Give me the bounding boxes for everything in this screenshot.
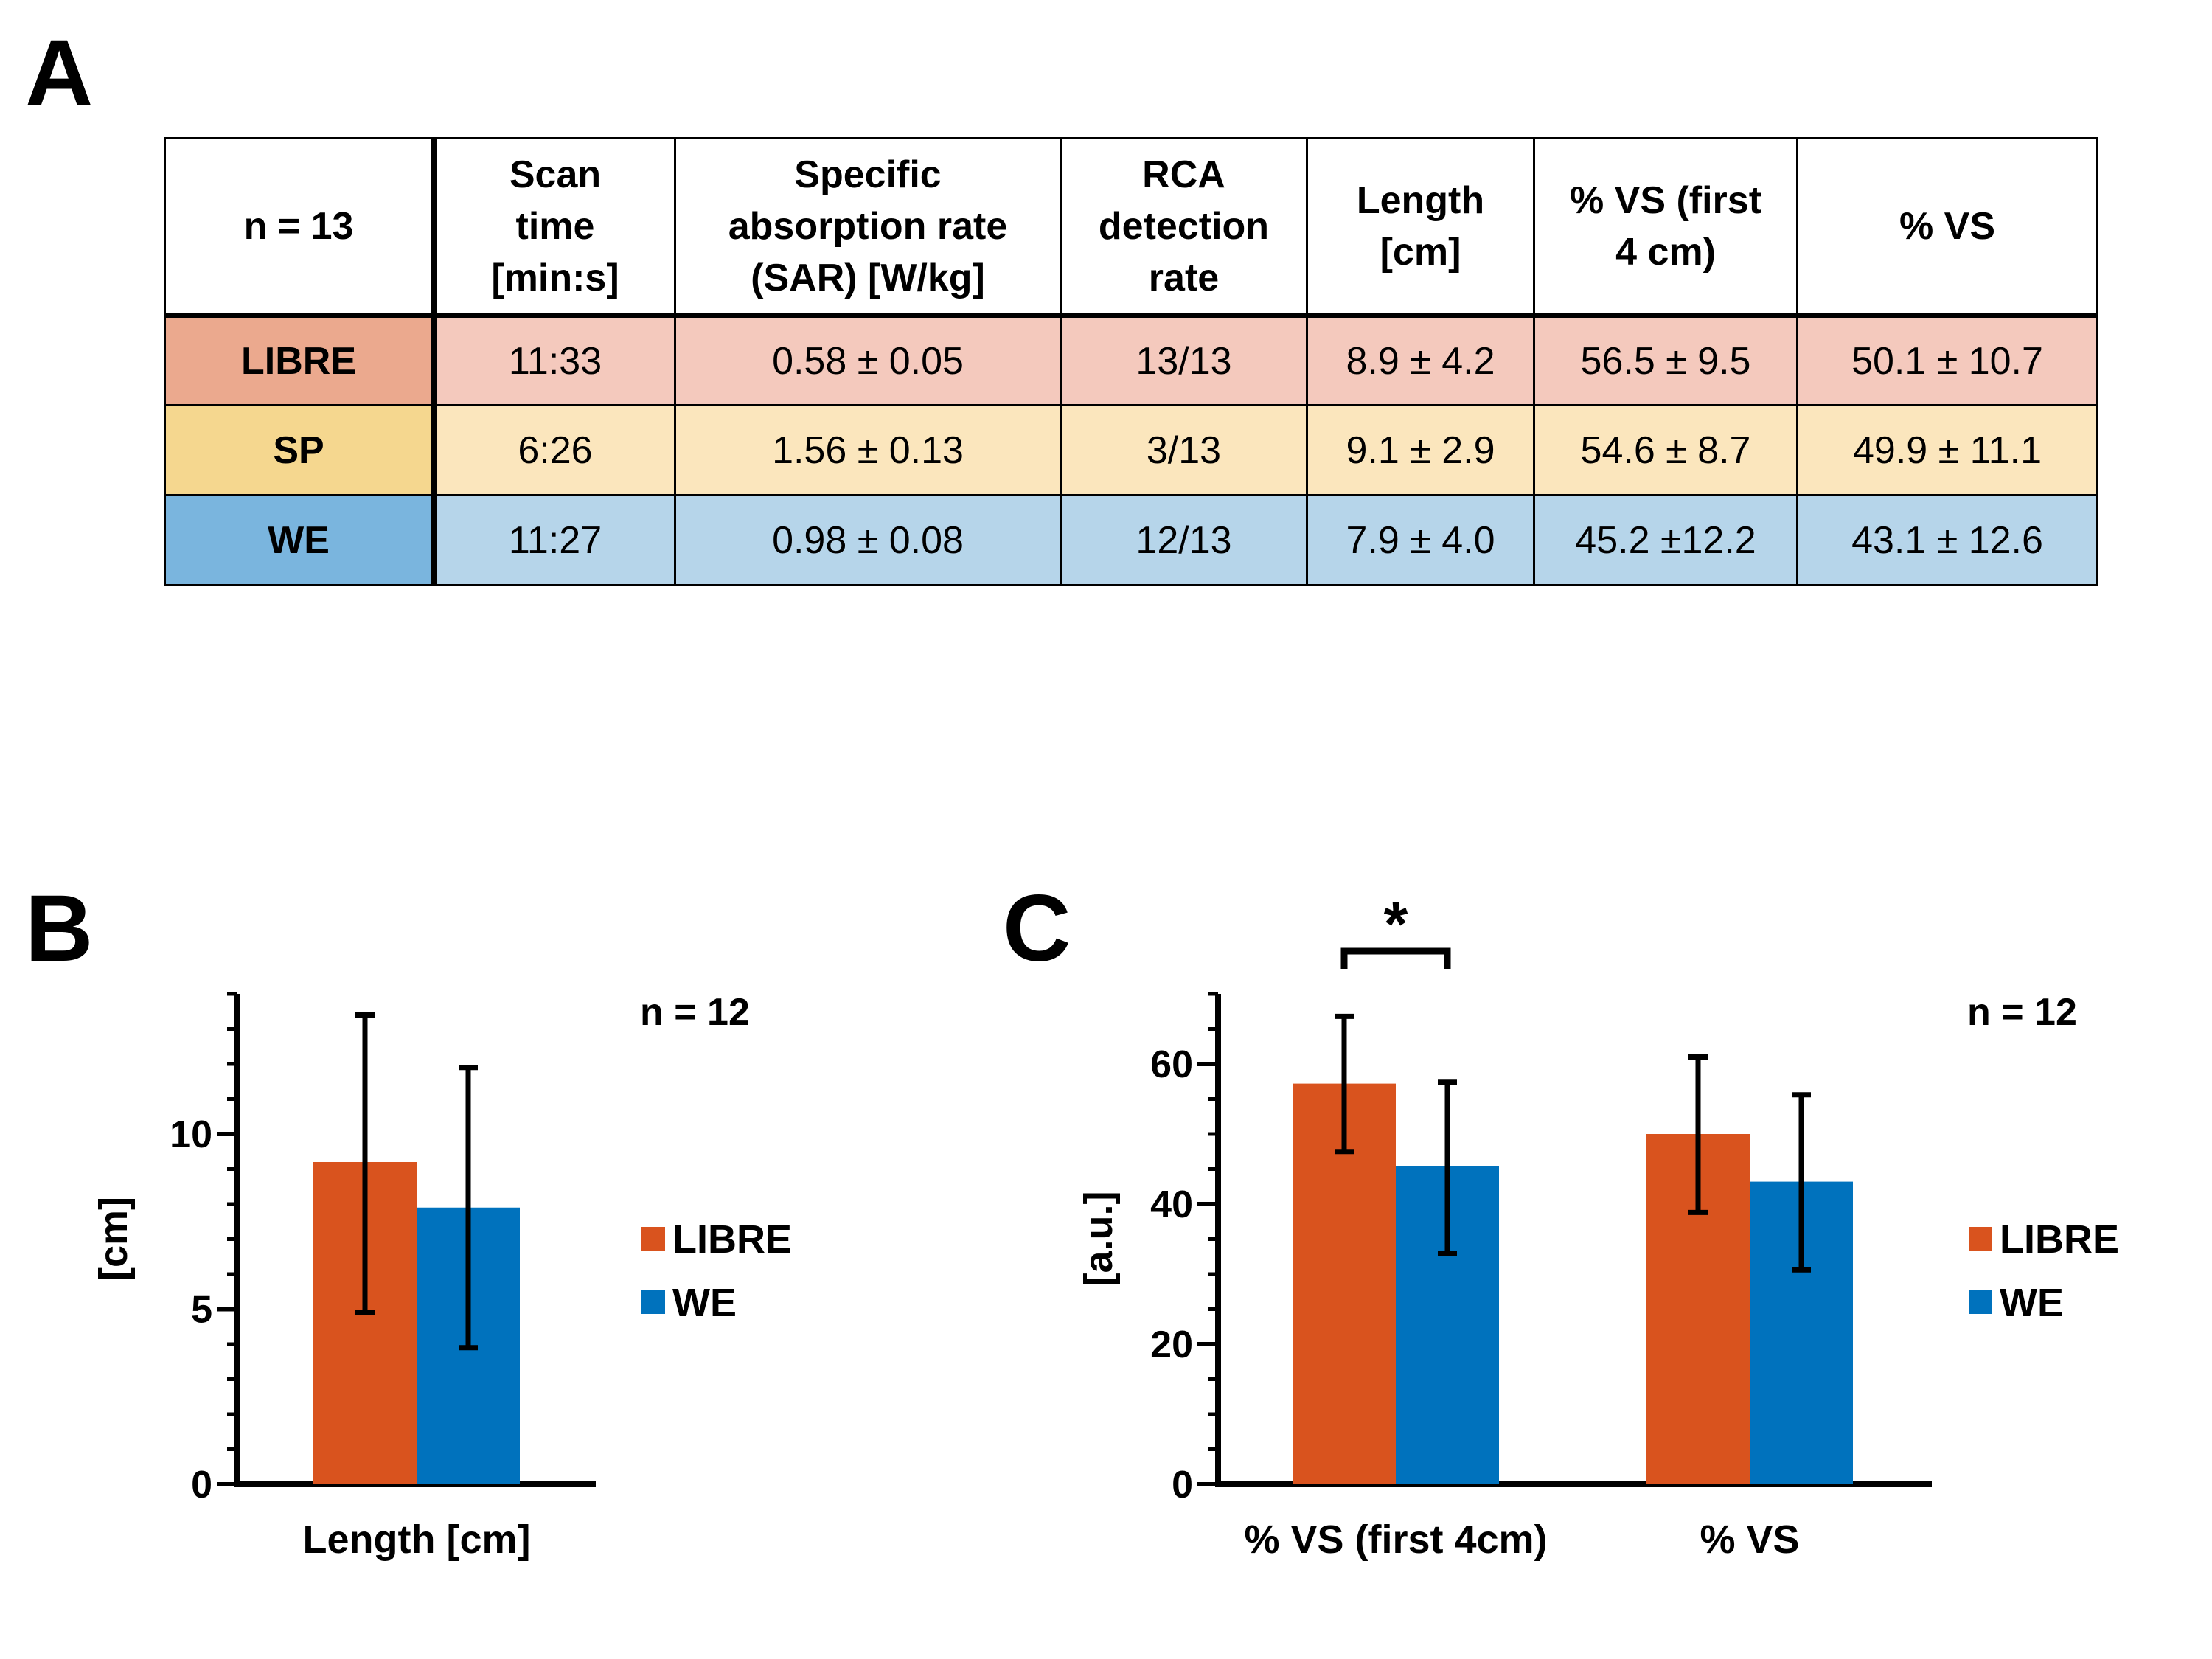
header-sar: Specific absorption rate (SAR) [W/kg] [674, 137, 1062, 318]
results-table: n = 13 Scan time [min:s] Specific absorptio… [164, 137, 2098, 586]
y-tick-label: 40 [1150, 1183, 1193, 1226]
table-cell: 50.1 ± 10.7 [1796, 314, 2098, 406]
table-row-we: WE 11:27 0.98 ± 0.08 12/13 7.9 ± 4.0 45.… [164, 494, 2098, 586]
chart-c: 0 20 40 60 [a.u.] % VS (first 4cm) % VS LIBRE WE… [1077, 889, 2119, 1562]
legend-swatch-we [641, 1290, 665, 1314]
legend-label-libre: LIBRE [2000, 1217, 2119, 1262]
y-axis-title: [a.u.] [1077, 1192, 1121, 1287]
row-label-libre: LIBRE [164, 314, 437, 406]
table-cell: 11:33 [433, 314, 676, 406]
y-tick-label: 60 [1150, 1043, 1193, 1086]
table-row-sp: SP 6:26 1.56 ± 0.13 3/13 9.1 ± 2.9 54.6 … [164, 404, 2098, 496]
row-label-sp: SP [164, 404, 437, 496]
table-cell: 3/13 [1060, 404, 1308, 496]
table-cell: 9.1 ± 2.9 [1306, 404, 1535, 496]
y-tick-label: 10 [170, 1113, 212, 1156]
panel-label-c: C [1003, 876, 1071, 981]
significance-bracket [1340, 947, 1451, 969]
table-row-libre: LIBRE 11:33 0.58 ± 0.05 13/13 8.9 ± 4.2 … [164, 314, 2098, 406]
table-cell: 8.9 ± 4.2 [1306, 314, 1535, 406]
y-axis-title: [cm] [91, 1197, 136, 1281]
n-annotation: n = 12 [1967, 991, 2077, 1034]
table-cell: 1.56 ± 0.13 [674, 404, 1062, 496]
legend-swatch-libre [641, 1227, 665, 1251]
table-cell: 6:26 [433, 404, 676, 496]
table-header-row: n = 13 Scan time [min:s] Specific absorptio… [164, 137, 2098, 318]
n-annotation: n = 12 [640, 991, 750, 1034]
legend-swatch-libre [1969, 1227, 1992, 1251]
table-cell: 7.9 ± 4.0 [1306, 494, 1535, 586]
panel-label-a: A [25, 21, 94, 126]
y-tick-label: 20 [1150, 1324, 1193, 1366]
row-label-we: WE [164, 494, 437, 586]
header-vs-first: % VS (first 4 cm) [1533, 137, 1798, 318]
y-tick-label: 0 [1172, 1464, 1193, 1506]
table-cell: 0.98 ± 0.08 [674, 494, 1062, 586]
x-category-label: % VS [1700, 1517, 1799, 1562]
y-tick-label: 0 [191, 1464, 212, 1506]
table-cell: 12/13 [1060, 494, 1308, 586]
table-cell: 43.1 ± 12.6 [1796, 494, 2098, 586]
table-cell: 56.5 ± 9.5 [1533, 314, 1798, 406]
table-cell: 0.58 ± 0.05 [674, 314, 1062, 406]
chart-b: 0 5 10 [cm] Length [cm] LIBRE WE n = 12 [91, 991, 792, 1562]
table-cell: 13/13 [1060, 314, 1308, 406]
legend-label-libre: LIBRE [672, 1217, 792, 1262]
legend-label-we: WE [672, 1281, 737, 1325]
table-cell: 49.9 ± 11.1 [1796, 404, 2098, 496]
x-category-label: % VS (first 4cm) [1244, 1517, 1547, 1562]
table-cell: 54.6 ± 8.7 [1533, 404, 1798, 496]
header-length: Length [cm] [1306, 137, 1535, 318]
header-scan-time: Scan time [min:s] [433, 137, 676, 318]
header-rca-detection: RCA detection rate [1060, 137, 1308, 318]
y-tick-label: 5 [191, 1289, 212, 1332]
x-category-label: Length [cm] [303, 1517, 531, 1562]
legend-swatch-we [1969, 1290, 1992, 1314]
panel-label-b: B [25, 876, 94, 981]
legend-label-we: WE [2000, 1281, 2064, 1325]
table-cell: 45.2 ±12.2 [1533, 494, 1798, 586]
header-vs: % VS [1796, 137, 2098, 318]
header-n: n = 13 [164, 137, 437, 318]
table-cell: 11:27 [433, 494, 676, 586]
significance-star: * [1384, 889, 1408, 959]
